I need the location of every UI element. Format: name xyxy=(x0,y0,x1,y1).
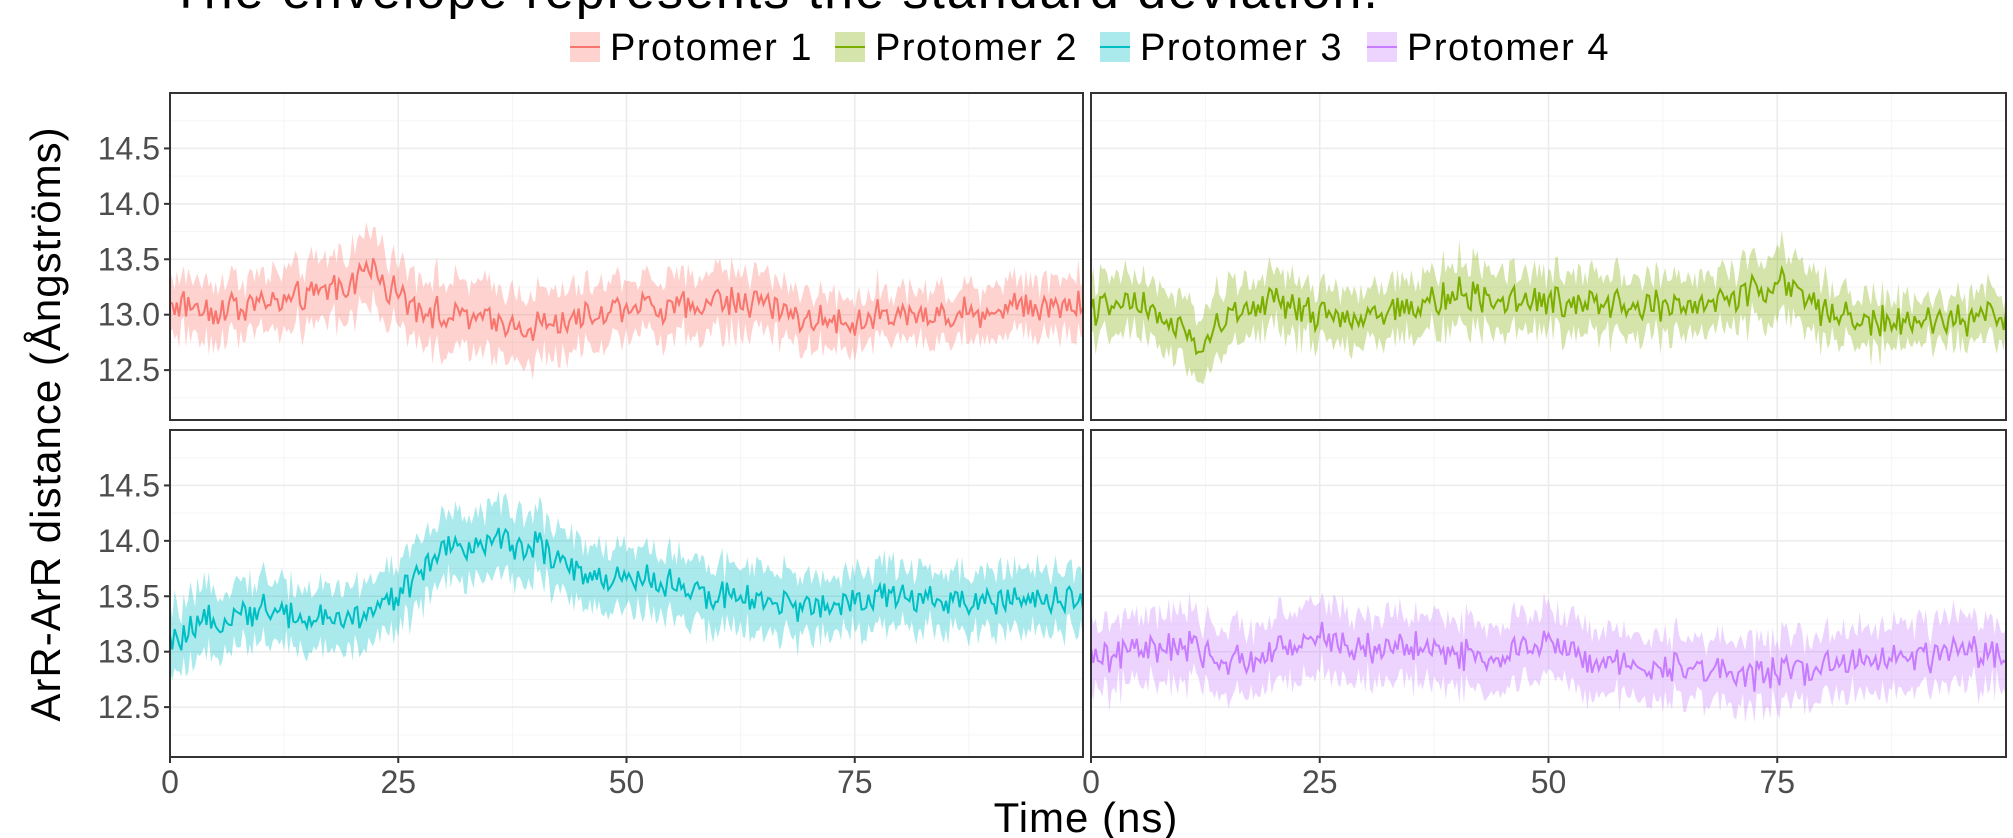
legend-label: Protomer 4 xyxy=(1407,27,1610,69)
x-tick-label: 25 xyxy=(1302,764,1338,800)
x-tick-label: 50 xyxy=(609,764,645,800)
series-envelope-protomer-2 xyxy=(1091,230,2006,385)
facet-panels: 12.5 13.0 13.5 14.0 14.5 12.5 13.0 13.5 14.0 14.5… xyxy=(98,92,2007,800)
y-tick-label: 13.5 xyxy=(98,241,160,277)
legend-label: Protomer 1 xyxy=(610,27,813,69)
legend-label: Protomer 3 xyxy=(1140,27,1343,69)
series-envelope-protomer-3 xyxy=(170,490,1083,681)
panel-border xyxy=(169,92,1084,421)
x-tick-label: 0 xyxy=(161,764,179,800)
chart-title: The envelope represents the standard dev… xyxy=(170,0,1380,20)
facet-panel-2 xyxy=(1090,92,2007,421)
facet-panel-4: 0 25 50 75 xyxy=(1082,429,2007,800)
y-tick-label: 12.5 xyxy=(98,352,160,388)
legend-item-protomer-2: Protomer 2 xyxy=(835,27,1078,69)
x-tick-label: 0 xyxy=(1082,764,1100,800)
series-envelope-protomer-4 xyxy=(1091,592,2006,723)
y-tick-label: 13.5 xyxy=(98,578,160,614)
series-line-protomer-3 xyxy=(169,527,1084,651)
legend-item-protomer-3: Protomer 3 xyxy=(1100,27,1343,69)
x-tick-label: 50 xyxy=(1531,764,1567,800)
x-tick-label: 75 xyxy=(1759,764,1795,800)
facet-panel-1: 12.5 13.0 13.5 14.0 14.5 xyxy=(98,92,1084,421)
y-tick-label: 13.0 xyxy=(98,297,160,333)
series-line-protomer-1 xyxy=(169,257,1084,341)
y-tick-label: 14.0 xyxy=(98,186,160,222)
panel-border xyxy=(1090,92,2007,421)
series-line-protomer-4 xyxy=(1090,621,2007,692)
x-tick-label: 25 xyxy=(380,764,416,800)
x-tick-label: 75 xyxy=(837,764,873,800)
x-axis-title: Time (ns) xyxy=(994,794,1179,838)
series-envelope-protomer-1 xyxy=(170,221,1083,381)
facet-panel-3: 12.5 13.0 13.5 14.0 14.5 0 25 50 75 xyxy=(98,429,1084,800)
y-tick-label: 14.5 xyxy=(98,467,160,503)
y-tick-label: 13.0 xyxy=(98,634,160,670)
legend: Protomer 1 Protomer 2 Protomer 3 Protomer 4 xyxy=(570,27,1610,69)
y-tick-label: 14.0 xyxy=(98,523,160,559)
legend-item-protomer-4: Protomer 4 xyxy=(1367,27,1610,69)
y-tick-label: 12.5 xyxy=(98,689,160,725)
y-tick-label: 14.5 xyxy=(98,130,160,166)
legend-item-protomer-1: Protomer 1 xyxy=(570,27,813,69)
series-line-protomer-2 xyxy=(1090,264,2007,356)
y-axis-title: ArR-ArR distance (Ångströms) xyxy=(22,126,69,721)
legend-label: Protomer 2 xyxy=(875,27,1078,69)
